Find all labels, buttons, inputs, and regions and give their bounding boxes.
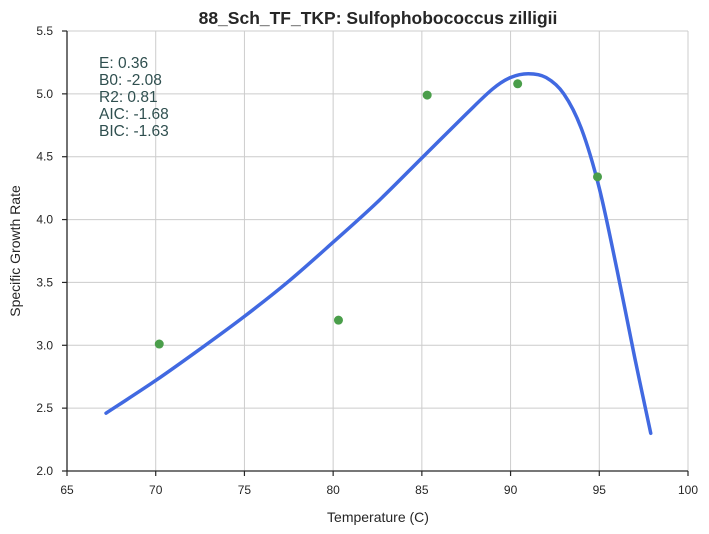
y-axis-ticks: 2.0 2.5 3.0 3.5 4.0 4.5 5.0 5.5 (36, 24, 67, 478)
y-tick-label: 2.0 (36, 464, 53, 478)
fit-curve (104, 71, 653, 436)
y-tick-label: 3.0 (36, 338, 53, 352)
stat-bic: BIC: -1.63 (99, 123, 169, 140)
x-tick-label: 90 (504, 483, 518, 497)
data-points (154, 79, 603, 349)
chart-title: 88_Sch_TF_TKP: Sulfophobococcus zilligii (199, 8, 558, 28)
y-tick-label: 2.5 (36, 401, 53, 415)
fit-statistics: E: 0.36 B0: -2.08 R2: 0.81 AIC: -1.68 BI… (99, 55, 169, 140)
x-axis-label: Temperature (C) (327, 509, 429, 525)
data-point (513, 79, 523, 89)
y-axis-label: Specific Growth Rate (7, 185, 23, 317)
data-point (593, 172, 603, 182)
stat-e: E: 0.36 (99, 55, 148, 72)
x-tick-label: 70 (149, 483, 163, 497)
stat-aic: AIC: -1.68 (99, 106, 169, 123)
y-tick-label: 4.0 (36, 213, 53, 227)
data-point (154, 339, 164, 349)
grid (67, 30, 689, 471)
x-tick-label: 95 (593, 483, 607, 497)
y-tick-label: 5.0 (36, 87, 53, 101)
x-tick-label: 80 (326, 483, 340, 497)
y-tick-label: 5.5 (36, 24, 53, 38)
y-tick-label: 4.5 (36, 150, 53, 164)
stat-b0: B0: -2.08 (99, 72, 162, 89)
data-point (422, 90, 432, 100)
data-point (333, 315, 343, 325)
x-tick-label: 85 (415, 483, 429, 497)
x-tick-label: 100 (678, 483, 698, 497)
x-tick-label: 75 (238, 483, 252, 497)
x-axis-ticks: 65 70 75 80 85 90 95 100 (60, 471, 698, 497)
y-tick-label: 3.5 (36, 275, 53, 289)
stat-r2: R2: 0.81 (99, 89, 158, 106)
x-tick-label: 65 (60, 483, 74, 497)
axes (66, 31, 688, 472)
